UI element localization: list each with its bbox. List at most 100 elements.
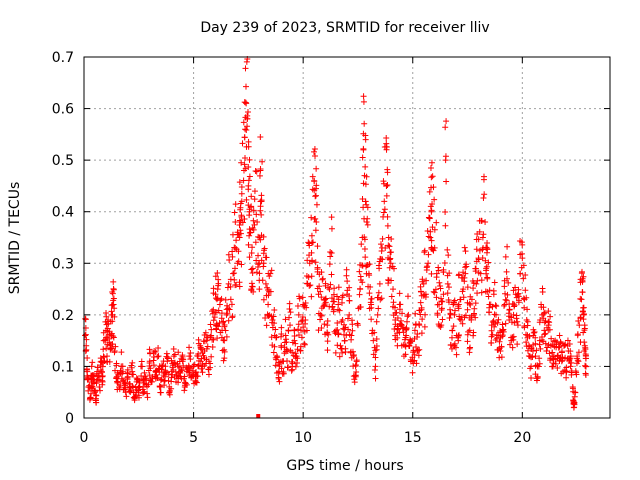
data-point — [236, 283, 243, 290]
data-point — [248, 193, 255, 200]
data-point — [89, 359, 96, 366]
data-point — [249, 244, 256, 251]
data-point — [175, 370, 182, 377]
data-point — [218, 295, 225, 302]
data-point — [187, 350, 194, 357]
data-point — [418, 330, 425, 337]
data-point — [504, 291, 511, 298]
data-point — [485, 259, 492, 266]
data-point — [255, 252, 262, 259]
data-point — [381, 198, 388, 205]
data-point — [579, 308, 586, 315]
data-point — [383, 192, 390, 199]
data-point — [479, 234, 486, 241]
data-point — [246, 156, 253, 163]
data-point — [385, 242, 392, 249]
data-point — [193, 372, 200, 379]
data-point — [221, 337, 228, 344]
data-point — [225, 305, 232, 312]
data-point — [445, 284, 452, 291]
data-point — [259, 158, 266, 165]
data-point — [464, 338, 471, 345]
data-point — [535, 363, 542, 370]
data-point — [171, 359, 178, 366]
data-point — [423, 277, 430, 284]
data-point — [303, 304, 310, 311]
data-point — [515, 290, 522, 297]
data-point — [263, 254, 270, 261]
data-point — [246, 254, 253, 261]
data-point — [308, 249, 315, 256]
data-point — [428, 207, 435, 214]
data-point — [483, 267, 490, 274]
data-point — [449, 327, 456, 334]
data-point — [404, 293, 411, 300]
data-point — [582, 372, 589, 379]
data-point — [100, 346, 107, 353]
data-point — [372, 354, 379, 361]
data-point — [123, 393, 130, 400]
data-point — [425, 233, 432, 240]
data-point — [433, 219, 440, 226]
data-point — [342, 348, 349, 355]
data-point — [255, 261, 262, 268]
data-point — [471, 311, 478, 318]
data-point — [396, 306, 403, 313]
data-point — [480, 176, 487, 183]
data-point — [287, 322, 294, 329]
data-point — [385, 280, 392, 287]
data-point — [405, 311, 412, 318]
data-point — [540, 304, 547, 311]
data-point — [313, 201, 320, 208]
data-point — [536, 360, 543, 367]
data-point — [296, 295, 303, 302]
data-point — [377, 241, 384, 248]
data-point — [267, 270, 274, 277]
data-point — [462, 248, 469, 255]
data-point — [335, 284, 342, 291]
data-point — [388, 293, 395, 300]
data-point — [114, 369, 121, 376]
data-point — [175, 349, 182, 356]
data-point — [405, 342, 412, 349]
data-point — [567, 353, 574, 360]
data-point — [110, 301, 117, 308]
data-point — [388, 236, 395, 243]
data-point — [522, 331, 529, 338]
data-point — [440, 291, 447, 298]
data-point — [416, 322, 423, 329]
data-point — [382, 244, 389, 251]
data-point — [503, 275, 510, 282]
data-point — [348, 317, 355, 324]
data-point — [422, 311, 429, 318]
data-point — [363, 219, 370, 226]
data-point — [220, 337, 227, 344]
data-point — [582, 353, 589, 360]
data-point — [489, 303, 496, 310]
data-point — [161, 382, 168, 389]
data-point — [451, 340, 458, 347]
data-point — [240, 119, 247, 126]
data-point — [343, 266, 350, 273]
data-point — [344, 278, 351, 285]
data-point — [414, 347, 421, 354]
data-point — [233, 237, 240, 244]
data-point — [335, 301, 342, 308]
data-point — [523, 294, 530, 301]
data-point — [521, 304, 528, 311]
data-point — [250, 217, 257, 224]
data-point — [533, 377, 540, 384]
data-point — [328, 295, 335, 302]
data-point — [288, 367, 295, 374]
data-point — [129, 383, 136, 390]
data-point — [366, 272, 373, 279]
data-point — [295, 326, 302, 333]
data-point — [509, 334, 516, 341]
data-point — [468, 316, 475, 323]
data-point — [421, 323, 428, 330]
data-point — [542, 340, 549, 347]
data-point — [388, 249, 395, 256]
data-point — [295, 311, 302, 318]
data-point — [214, 270, 221, 277]
data-point — [138, 372, 145, 379]
